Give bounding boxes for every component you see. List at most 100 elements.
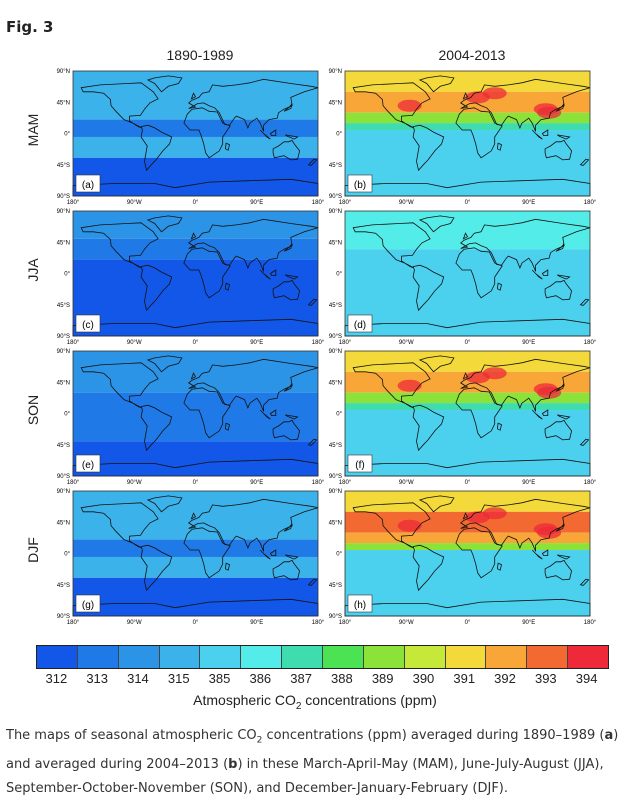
coastline xyxy=(80,502,159,549)
coastline xyxy=(272,139,301,161)
concentration-band xyxy=(345,403,590,411)
legend-swatch xyxy=(77,646,119,668)
legend-swatch xyxy=(118,646,160,668)
panel-letter-box xyxy=(347,454,373,473)
figure-caption: The maps of seasonal atmospheric CO2 con… xyxy=(6,728,619,796)
column-title-right: 2004-2013 xyxy=(438,47,506,63)
coastline xyxy=(224,422,230,431)
coastline xyxy=(418,495,455,513)
panel-letter-box xyxy=(75,594,101,613)
legend-swatch xyxy=(159,646,201,668)
lat-tick-label: 45°S xyxy=(57,443,70,449)
coastline xyxy=(544,419,573,441)
lat-tick-label: 90°N xyxy=(329,489,342,495)
concentration-band xyxy=(73,577,318,616)
legend-tick-label: 312 xyxy=(45,671,68,686)
lat-tick-label: 90°S xyxy=(57,474,70,480)
lon-tick-label: 0° xyxy=(193,200,199,206)
lat-tick-label: 90°S xyxy=(329,474,342,480)
coastline xyxy=(307,578,318,586)
coastline xyxy=(412,124,445,172)
lon-tick-label: 180° xyxy=(67,340,80,346)
concentration-band xyxy=(345,410,590,476)
concentration-band xyxy=(73,491,318,540)
legend-tick-label: 315 xyxy=(167,671,190,686)
coastline xyxy=(146,75,183,93)
lat-tick-label: 90°S xyxy=(329,194,342,200)
lon-tick-label: 90°W xyxy=(399,340,414,346)
coastline xyxy=(496,422,502,431)
concentration-band xyxy=(73,238,318,260)
panel-frame xyxy=(72,490,319,617)
legend-tick-label: 386 xyxy=(249,671,272,686)
coastline xyxy=(412,404,445,452)
legend-swatch xyxy=(323,646,364,668)
coastline xyxy=(269,409,277,416)
lat-tick-label: 90°N xyxy=(57,209,70,215)
panel-frame xyxy=(72,70,319,197)
coastline xyxy=(269,269,277,276)
lat-tick-label: 45°N xyxy=(329,240,342,246)
concentration-band xyxy=(345,130,590,196)
legend-title: Atmospheric CO2 concentrations (ppm) xyxy=(193,692,437,712)
lon-tick-label: 180° xyxy=(339,480,352,486)
lat-tick-label: 0° xyxy=(336,412,342,418)
hotspot xyxy=(482,507,507,520)
coastline xyxy=(190,232,197,240)
legend-swatch xyxy=(445,646,487,668)
coastline xyxy=(80,222,159,269)
concentration-band xyxy=(345,123,590,131)
lon-tick-label: 90°W xyxy=(399,620,414,626)
lat-tick-label: 90°N xyxy=(329,349,342,355)
coastline xyxy=(146,355,183,373)
coastline xyxy=(140,404,173,452)
legend-tick-label: 313 xyxy=(86,671,109,686)
concentration-band xyxy=(345,211,590,250)
lat-tick-label: 90°S xyxy=(57,334,70,340)
concentration-band xyxy=(73,556,318,578)
coastline xyxy=(307,438,318,446)
coastline xyxy=(496,562,502,571)
lon-tick-label: 0° xyxy=(465,340,471,346)
concentration-band xyxy=(345,249,590,336)
panel-letter: (a) xyxy=(82,180,94,191)
coastline xyxy=(183,107,231,159)
coastline xyxy=(541,129,549,136)
coastline xyxy=(531,409,543,420)
concentration-band xyxy=(345,491,590,512)
lon-tick-label: 0° xyxy=(193,620,199,626)
legend-tick-label: 387 xyxy=(290,671,312,686)
panel-frame xyxy=(72,210,319,337)
panel-frame xyxy=(344,490,591,617)
lat-tick-label: 45°N xyxy=(329,520,342,526)
lat-tick-label: 0° xyxy=(336,552,342,558)
hotspot xyxy=(397,379,422,392)
coastline xyxy=(412,544,445,592)
lon-tick-label: 180° xyxy=(339,340,352,346)
coastline xyxy=(283,383,293,392)
coastline xyxy=(272,419,301,441)
coastline xyxy=(531,549,543,560)
legend-tick-label: 389 xyxy=(371,671,394,686)
lon-tick-label: 90°E xyxy=(250,480,263,486)
lon-tick-label: 90°E xyxy=(250,200,263,206)
coastline xyxy=(352,82,431,129)
coastline xyxy=(285,274,299,280)
concentration-band xyxy=(345,532,590,544)
lon-tick-label: 90°W xyxy=(127,340,142,346)
legend-swatch xyxy=(568,646,609,668)
lat-tick-label: 0° xyxy=(64,412,70,418)
coastline xyxy=(285,414,299,420)
panel-letter-box xyxy=(347,174,373,193)
concentration-band xyxy=(73,392,318,442)
map-panel-a: 90°N 45°N 0° 45°S 90°S 180° 90°W 0° 90°E 180° (a) xyxy=(38,68,328,208)
legend-swatch xyxy=(282,646,324,668)
lon-tick-label: 90°W xyxy=(399,200,414,206)
legend-ticks: 312 313 314 315 385 386 387 388 389 390 391 392 393 3… xyxy=(36,671,607,687)
coastline xyxy=(352,362,431,409)
lon-tick-label: 90°W xyxy=(399,480,414,486)
lon-tick-label: 180° xyxy=(312,340,325,346)
lon-tick-label: 180° xyxy=(584,480,597,486)
coastline xyxy=(352,502,431,549)
coastline xyxy=(418,215,455,233)
